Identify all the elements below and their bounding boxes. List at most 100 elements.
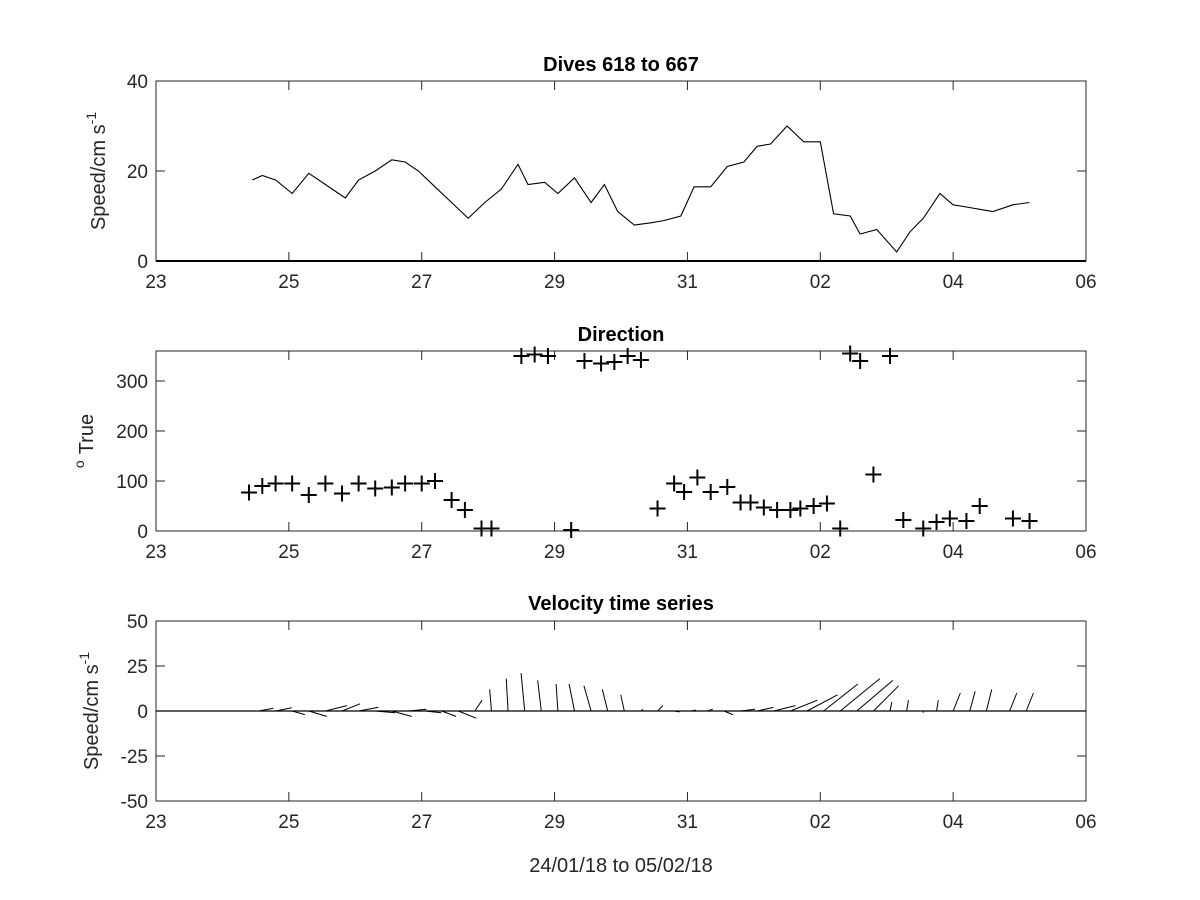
axes-box bbox=[155, 80, 1087, 262]
velocity-vector bbox=[969, 691, 976, 712]
direction-point bbox=[413, 475, 430, 492]
x-tick-label: 29 bbox=[544, 812, 565, 833]
direction-point bbox=[317, 475, 334, 492]
velocity-vector bbox=[441, 710, 457, 717]
y-axis-label: Speed/cm s-1 bbox=[76, 652, 103, 770]
direction-point bbox=[782, 502, 799, 518]
direction-point bbox=[882, 348, 899, 364]
panel-title: Velocity time series bbox=[528, 593, 714, 615]
direction-point bbox=[719, 479, 736, 495]
velocity-vector bbox=[408, 708, 427, 712]
y-axis-label-text: Speed/cm s bbox=[81, 664, 103, 770]
velocity-vector bbox=[740, 708, 756, 712]
velocity-vector bbox=[358, 706, 379, 712]
velocity-vector bbox=[308, 710, 327, 717]
direction-point bbox=[443, 492, 460, 508]
x-tick-label: 29 bbox=[544, 542, 565, 563]
velocity-vector bbox=[873, 685, 899, 712]
y-axis-label: Speed/cm s-1 bbox=[83, 112, 110, 230]
direction-point bbox=[576, 353, 593, 369]
direction-point bbox=[958, 513, 975, 529]
velocity-vector bbox=[275, 707, 292, 712]
direction-point bbox=[427, 473, 443, 489]
velocity-panel: Velocity time series Speed/cm s-1 23 25 27… bbox=[76, 593, 1097, 833]
y-tick-label: 200 bbox=[116, 422, 148, 443]
x-tick-label: 23 bbox=[145, 272, 166, 293]
x-tick-label: 31 bbox=[677, 542, 698, 563]
x-tick-label: 02 bbox=[810, 542, 831, 563]
axes-box bbox=[155, 350, 1087, 532]
x-tick-label: 27 bbox=[411, 812, 432, 833]
velocity-vector bbox=[906, 700, 909, 712]
velocity-vector bbox=[723, 710, 734, 716]
y-tick-label: 100 bbox=[116, 472, 148, 493]
y-tick-label: -50 bbox=[121, 792, 148, 813]
direction-point bbox=[606, 354, 623, 370]
x-tick-label: 25 bbox=[278, 812, 299, 833]
velocity-vector bbox=[1025, 692, 1034, 712]
y-tick-label: 50 bbox=[127, 612, 148, 633]
velocity-vector bbox=[341, 703, 361, 712]
velocity-vector bbox=[707, 708, 713, 712]
direction-panel: Direction o True 23 25 27 29 31 02 04 06 0 100 200 3… bbox=[71, 324, 1097, 563]
direction-point bbox=[367, 480, 384, 497]
velocity-vector bbox=[773, 705, 796, 712]
velocity-vector bbox=[674, 710, 680, 713]
x-tick-label: 23 bbox=[145, 542, 166, 563]
velocity-vector bbox=[555, 683, 559, 712]
velocity-vector bbox=[839, 678, 881, 712]
velocity-vector bbox=[657, 705, 664, 712]
velocity-vector bbox=[458, 710, 477, 719]
direction-point bbox=[689, 469, 706, 486]
direction-point bbox=[1004, 510, 1021, 527]
direction-point bbox=[649, 500, 666, 517]
velocity-vector bbox=[690, 709, 697, 712]
direction-point bbox=[539, 348, 556, 364]
velocity-vector bbox=[489, 689, 492, 712]
direction-point bbox=[971, 498, 988, 514]
direction-point bbox=[563, 522, 580, 538]
velocity-vector bbox=[806, 694, 838, 712]
x-tick-label: 02 bbox=[810, 272, 831, 293]
direction-point bbox=[632, 352, 649, 368]
velocity-vector bbox=[620, 694, 625, 712]
velocity-vector bbox=[537, 680, 542, 712]
direction-point bbox=[241, 484, 257, 501]
x-tick-label: 06 bbox=[1075, 272, 1096, 293]
y-axis-label-superscript: -1 bbox=[76, 652, 92, 665]
x-tick-label: 25 bbox=[278, 272, 299, 293]
x-tick-label: 31 bbox=[677, 272, 698, 293]
velocity-vector bbox=[391, 710, 412, 717]
y-tick-label: 0 bbox=[137, 522, 148, 543]
speed-panel: Dives 618 to 667 Speed/cm s-1 23 25 27 29 31… bbox=[83, 54, 1097, 293]
x-tick-label: 27 bbox=[411, 542, 432, 563]
speed-line bbox=[252, 125, 1030, 253]
direction-point bbox=[254, 478, 271, 494]
y-axis-label-superscript: -1 bbox=[83, 112, 99, 125]
direction-point bbox=[676, 484, 693, 500]
velocity-vector bbox=[601, 689, 609, 712]
velocity-vector bbox=[757, 706, 774, 712]
velocity-vector bbox=[889, 701, 893, 712]
direction-point bbox=[619, 348, 636, 364]
y-axis-label: o True bbox=[71, 414, 98, 468]
x-tick-label: 25 bbox=[278, 542, 299, 563]
direction-point bbox=[1021, 513, 1038, 529]
direction-point bbox=[350, 475, 367, 492]
direction-point bbox=[334, 485, 350, 502]
y-tick-label: 25 bbox=[127, 657, 148, 678]
direction-point bbox=[383, 479, 400, 496]
velocity-vector bbox=[520, 673, 526, 712]
velocity-vector bbox=[952, 692, 961, 712]
y-tick-label: 300 bbox=[116, 372, 148, 393]
direction-point bbox=[397, 475, 414, 492]
direction-point bbox=[513, 348, 530, 364]
velocity-vector bbox=[1009, 692, 1018, 712]
direction-point bbox=[483, 520, 500, 537]
direction-point bbox=[702, 484, 719, 500]
x-tick-label: 04 bbox=[943, 812, 965, 833]
y-axis-label-text: True bbox=[76, 414, 98, 454]
panel-title: Dives 618 to 667 bbox=[543, 54, 699, 76]
direction-point bbox=[666, 475, 683, 492]
direction-point bbox=[267, 475, 284, 492]
